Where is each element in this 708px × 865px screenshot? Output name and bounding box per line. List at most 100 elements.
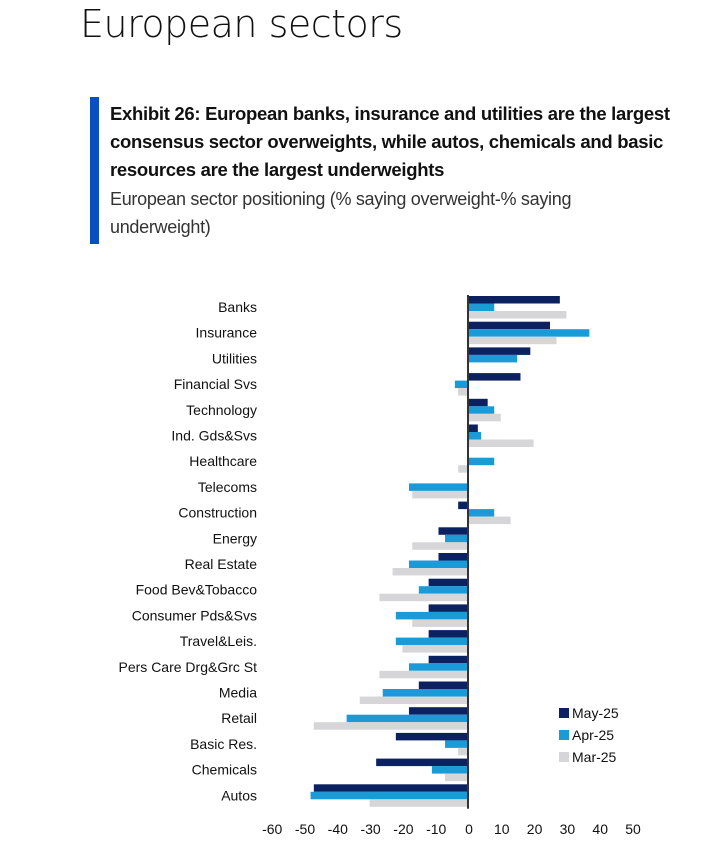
bar-mar-25-construction: [468, 516, 511, 525]
x-tick-label: -50: [295, 821, 315, 837]
bar-may-25-utilities: [468, 347, 531, 355]
bar-mar-25-real-estate: [392, 568, 468, 576]
bar-may-25-chemicals: [376, 758, 468, 767]
category-label: Ind. Gds&Svs: [171, 428, 257, 444]
bar-may-25-food-bev-tobacco: [428, 578, 468, 587]
bar-apr-25-autos: [310, 791, 468, 800]
category-label: Travel&Leis.: [180, 633, 257, 649]
bar-apr-25-energy: [445, 534, 468, 543]
bar-may-25-energy: [438, 527, 468, 535]
x-tick-label: 10: [494, 821, 510, 837]
category-label: Technology: [186, 402, 257, 418]
x-tick-label: -10: [426, 821, 446, 837]
x-tick-label: 30: [560, 821, 576, 837]
bar-apr-25-banks: [468, 303, 495, 311]
bar-mar-25-energy: [412, 542, 468, 550]
bar-mar-25-financial-svs: [458, 388, 468, 396]
bar-apr-25-telecoms: [408, 483, 468, 491]
x-axis-ticks: -60 -50 -40 -30 -20 -10 0 10 20 30 40 50: [262, 821, 641, 837]
bar-apr-25-healthcare: [468, 457, 495, 466]
category-label: Retail: [221, 710, 257, 726]
bars-group: [310, 296, 590, 807]
bar-apr-25-real-estate: [408, 560, 468, 568]
category-label: Basic Res.: [190, 736, 257, 752]
bar-mar-25-media: [359, 696, 468, 704]
bar-mar-25-retail: [313, 722, 468, 730]
bar-may-25-construction: [458, 501, 468, 510]
exhibit-accent-bar: [90, 97, 99, 244]
bar-apr-25-financial-svs: [454, 380, 468, 389]
bar-may-25-pers-care-drg-grc-st: [428, 655, 468, 664]
x-tick-label: -40: [328, 821, 348, 837]
category-label: Real Estate: [185, 556, 258, 572]
legend: May-25 Apr-25 Mar-25: [559, 705, 619, 765]
bar-apr-25-technology: [468, 406, 495, 414]
bar-mar-25-technology: [468, 413, 501, 422]
x-tick-label: -20: [393, 821, 413, 837]
bar-apr-25-insurance: [468, 329, 590, 337]
category-label: Consumer Pds&Svs: [132, 607, 257, 623]
exhibit-subtitle: European sector positioning (% saying ov…: [110, 189, 572, 237]
bar-mar-25-consumer-pds-svs: [412, 619, 468, 627]
bar-chart: Banks Insurance Utilities Financial Svs Tech…: [119, 295, 641, 837]
bar-mar-25-pers-care-drg-grc-st: [379, 670, 468, 679]
bar-may-25-media: [418, 681, 468, 689]
bar-may-25-consumer-pds-svs: [428, 604, 468, 612]
category-label: Insurance: [196, 325, 258, 341]
bar-apr-25-chemicals: [431, 766, 468, 774]
category-label: Pers Care Drg&Grc St: [119, 659, 258, 675]
x-tick-label: -60: [262, 821, 282, 837]
bar-may-25-ind-gds-svs: [468, 424, 478, 432]
category-label: Food Bev&Tobacco: [136, 582, 258, 598]
bar-may-25-retail: [408, 707, 468, 715]
category-label: Energy: [213, 530, 257, 546]
category-label: Construction: [178, 505, 257, 521]
bar-may-25-technology: [468, 398, 488, 407]
bar-apr-25-pers-care-drg-grc-st: [408, 663, 468, 671]
x-tick-label: -30: [360, 821, 380, 837]
bar-mar-25-healthcare: [458, 465, 468, 473]
bar-mar-25-ind-gds-svs: [468, 439, 534, 447]
bar-apr-25-ind-gds-svs: [468, 432, 482, 440]
bar-apr-25-basic-res-: [445, 740, 468, 748]
bar-apr-25-travel-leis-: [395, 637, 468, 646]
x-tick-label: 40: [592, 821, 608, 837]
bar-mar-25-basic-res-: [458, 747, 468, 756]
bar-mar-25-autos: [369, 799, 468, 807]
bar-may-25-real-estate: [438, 553, 468, 561]
exhibit-header: Exhibit 26: European banks, insurance an…: [90, 97, 690, 244]
bar-mar-25-telecoms: [412, 490, 468, 499]
bar-may-25-travel-leis-: [428, 630, 468, 638]
legend-swatch: [559, 708, 569, 718]
page-title: European sectors: [80, 2, 403, 46]
category-labels: Banks Insurance Utilities Financial Svs Tech…: [119, 299, 258, 803]
bar-mar-25-food-bev-tobacco: [379, 593, 468, 602]
bar-mar-25-travel-leis-: [402, 645, 468, 653]
bar-mar-25-insurance: [468, 336, 557, 345]
bar-mar-25-banks: [468, 311, 567, 319]
bar-may-25-autos: [313, 784, 468, 792]
legend-swatch: [559, 752, 569, 762]
legend-swatch: [559, 730, 569, 740]
x-tick-label: 50: [625, 821, 641, 837]
x-tick-label: 20: [527, 821, 543, 837]
legend-label: May-25: [572, 705, 619, 721]
category-label: Telecoms: [198, 479, 257, 495]
category-label: Healthcare: [189, 453, 257, 469]
x-tick-label: 0: [465, 821, 473, 837]
category-label: Financial Svs: [174, 376, 257, 392]
bar-may-25-insurance: [468, 321, 550, 330]
bar-apr-25-food-bev-tobacco: [418, 586, 468, 594]
bar-apr-25-construction: [468, 509, 495, 517]
bar-mar-25-chemicals: [445, 773, 468, 782]
category-label: Utilities: [212, 350, 257, 366]
bar-may-25-basic-res-: [395, 732, 468, 741]
bar-apr-25-retail: [346, 714, 468, 723]
legend-label: Mar-25: [572, 749, 617, 765]
category-label: Media: [219, 685, 257, 701]
bar-may-25-banks: [468, 296, 560, 304]
bar-may-25-financial-svs: [468, 373, 521, 381]
category-label: Autos: [221, 787, 257, 803]
category-label: Chemicals: [192, 762, 257, 778]
exhibit-title: Exhibit 26: European banks, insurance an…: [110, 103, 670, 180]
